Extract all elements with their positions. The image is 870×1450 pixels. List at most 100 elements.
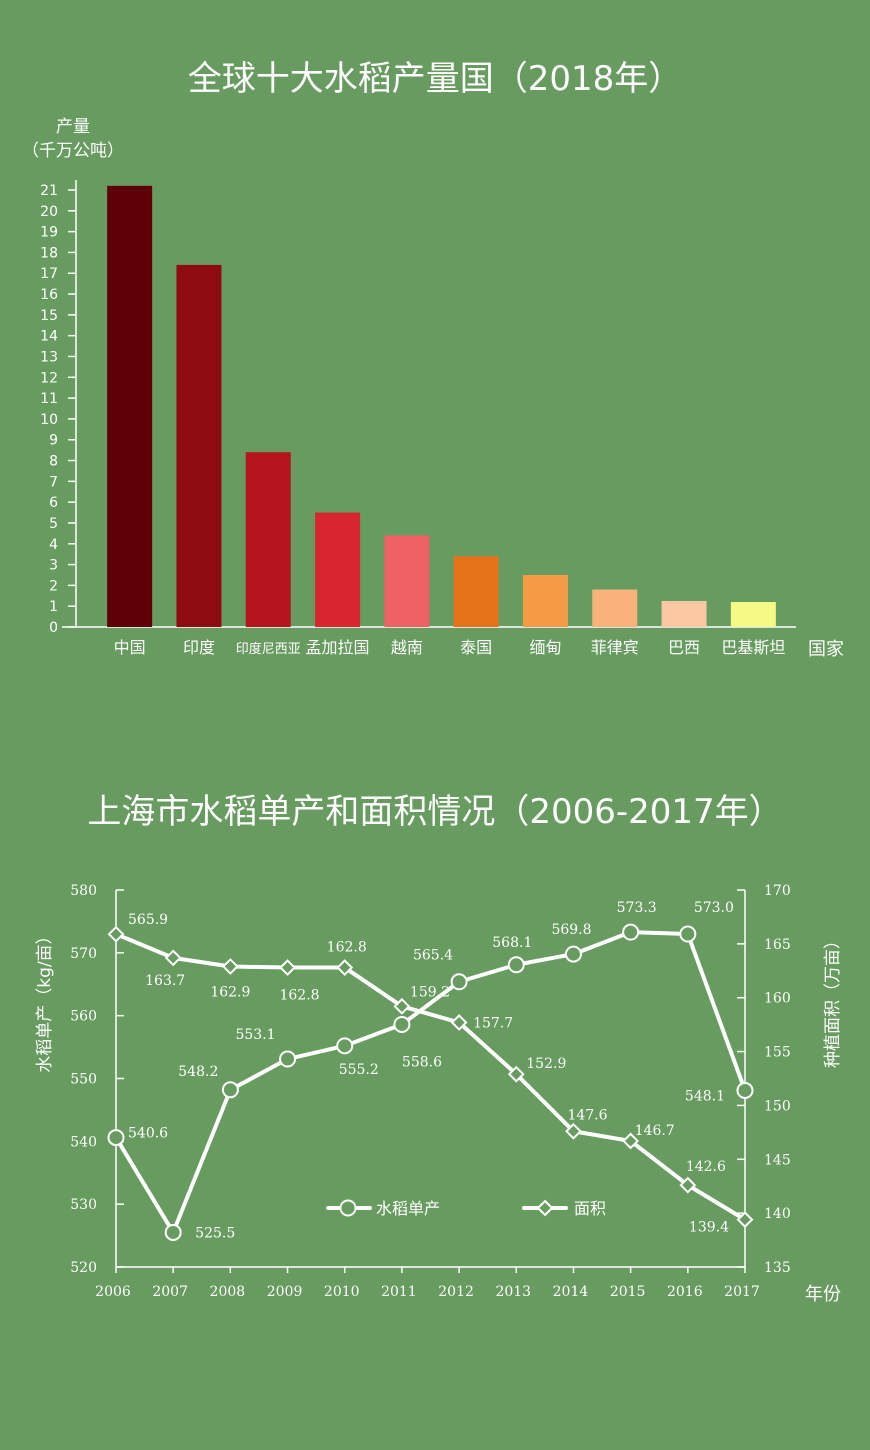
chart-title: 上海市水稻单产和面积情况（2006-2017年） [87,792,782,832]
area-label-2008: 162.9 [210,984,250,1000]
left-y-tick-label: 570 [70,946,97,962]
legend-label-area: 面积 [574,1199,606,1218]
yield-label-2013: 568.1 [492,935,532,951]
x-tick-label: 2006 [95,1284,131,1300]
right-y-tick-label: 150 [764,1098,791,1114]
area-label-2012: 157.7 [473,1015,513,1031]
area-point-2008 [221,958,239,975]
area-label-2010: 162.8 [327,940,367,956]
bar-8 [661,600,707,627]
yield-point-2011 [393,1015,411,1033]
yield-point-2017 [736,1081,754,1099]
bar-1 [176,264,222,627]
right-y-axis-label: 种植面积（万亩） [823,932,843,1068]
bar-5 [453,556,499,627]
y-tick-label: 20 [40,204,58,220]
area-label-2013: 152.9 [526,1056,566,1072]
yield-label-2007: 525.5 [195,1225,235,1241]
y-tick-label: 6 [49,495,58,511]
yield-point-2015 [622,923,640,941]
y-tick-label: 4 [49,537,58,553]
y-tick-label: 21 [40,183,58,199]
chart-title: 全球十大水稻产量国（2018年） [188,59,683,99]
yield-point-2009 [279,1050,297,1068]
legend-marker-area [536,1199,554,1217]
yield-label-2016: 573.0 [694,900,734,916]
x-tick-label: 2012 [438,1284,474,1300]
right-y-tick-label: 155 [764,1045,791,1061]
yield-label-2014: 569.8 [551,922,591,938]
series-line-yield [114,930,747,1235]
bar-9 [730,602,776,627]
x-tick-label: 2007 [152,1284,188,1300]
y-tick-label: 18 [40,245,58,261]
area-point-2012 [450,1014,468,1031]
legend: 水稻单产 面积 [326,1199,606,1218]
yield-point-2012 [450,973,468,991]
area-label-2015: 146.7 [635,1123,675,1139]
yield-label-2009: 553.1 [235,1027,275,1043]
yield-label-2012: 565.4 [413,948,453,964]
x-tick-label: 巴西 [668,638,700,657]
yield-point-2006 [107,1129,125,1147]
left-y-tick-label: 560 [70,1009,97,1025]
yield-point-2016 [679,925,697,943]
y-axis-label: 产量 [56,117,90,137]
yield-label-2017: 548.1 [685,1088,725,1104]
area-point-2014 [565,1122,582,1140]
y-tick-label: 19 [40,225,58,241]
y-tick-label: 12 [40,370,58,386]
area-point-2011 [393,997,411,1015]
area-label-2011: 159.2 [410,984,450,1000]
yield-point-2013 [507,956,525,974]
x-tick-label: 菲律宾 [591,638,639,657]
bar-2 [245,452,291,627]
y-tick-label: 13 [40,349,58,365]
yield-label-2011: 558.6 [402,1054,442,1070]
y-tick-label: 5 [49,516,58,532]
right-y-tick-label: 140 [764,1206,791,1222]
x-tick-label: 2009 [267,1284,303,1300]
y-tick-label: 11 [40,391,58,407]
yield-label-2008: 548.2 [178,1064,218,1080]
x-axis-label: 年份 [805,1284,841,1305]
x-tick-label: 泰国 [460,638,492,657]
x-tick-label: 中国 [114,638,146,657]
left-y-tick-label: 540 [70,1134,97,1150]
yield-label-2006: 540.6 [128,1126,168,1142]
right-y-tick-label: 145 [764,1152,791,1168]
yield-label-2010: 555.2 [339,1062,379,1078]
x-tick-label: 2013 [495,1284,531,1300]
bar-3 [315,512,361,627]
bar-0 [107,185,153,628]
x-tick-label: 印度 [183,638,215,657]
x-tick-label: 印度尼西亚 [236,641,301,657]
x-tick-label: 2010 [324,1284,360,1300]
area-point-2016 [679,1176,697,1194]
right-y-tick-label: 170 [764,883,791,899]
area-label-2009: 162.8 [279,988,319,1004]
y-tick-label: 16 [40,287,58,303]
left-y-tick-label: 550 [70,1072,97,1088]
area-point-2017 [736,1211,754,1229]
area-label-2017: 139.4 [689,1220,729,1236]
y-tick-label: 14 [40,329,58,345]
y-tick-label: 0 [49,620,58,636]
area-label-2007: 163.7 [145,973,185,989]
x-tick-label: 越南 [391,638,423,657]
area-point-2010 [336,959,354,976]
area-point-2015 [622,1132,640,1150]
area-point-2009 [279,959,296,976]
x-tick-label: 巴基斯坦 [721,638,785,657]
x-tick-label: 2016 [667,1284,703,1300]
x-tick-label: 2017 [724,1284,760,1300]
left-y-axis-label: 水稻单产（kg/亩） [35,927,55,1072]
bar-6 [522,574,568,627]
yield-point-2007 [164,1223,182,1241]
y-tick-label: 2 [49,578,58,594]
area-point-2006 [107,925,125,943]
x-tick-label: 孟加拉国 [306,638,370,657]
right-y-tick-label: 160 [764,991,791,1007]
yield-point-2010 [336,1037,354,1055]
area-label-2016: 142.6 [686,1159,726,1175]
